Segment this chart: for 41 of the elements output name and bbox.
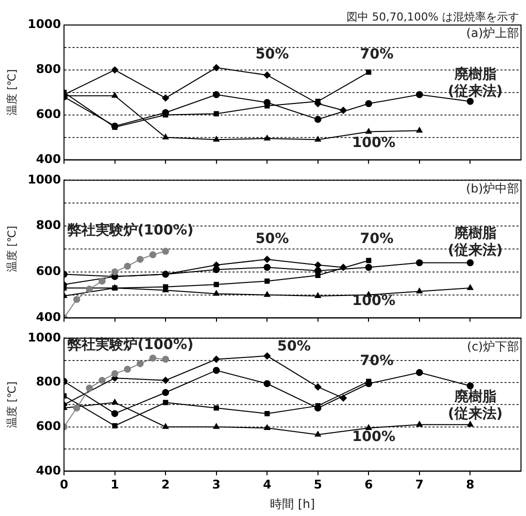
x-tick-label: 2 bbox=[161, 478, 170, 492]
annotation: 弊社実験炉(100%) bbox=[67, 336, 194, 353]
annotation: 廃樹脂 (従来法) bbox=[448, 388, 503, 422]
annotation: 70% bbox=[360, 46, 394, 62]
y-tick-label: 1000 bbox=[28, 172, 61, 186]
x-tick-label: 1 bbox=[110, 478, 119, 492]
x-tick-label: 8 bbox=[466, 478, 474, 492]
chart-title: (b)炉中部 bbox=[466, 181, 519, 196]
y-tick-label: 400 bbox=[36, 152, 61, 166]
y-axis-title: 温度 [℃] bbox=[5, 226, 18, 272]
chart-title: (a)炉上部 bbox=[466, 26, 519, 40]
annotation: 100% bbox=[352, 293, 396, 310]
chart-title: (c)炉下部 bbox=[467, 339, 519, 354]
y-tick-label: 800 bbox=[36, 218, 61, 232]
annotation: 100% bbox=[352, 428, 396, 445]
y-tick-label: 600 bbox=[36, 264, 61, 278]
x-tick-label: 3 bbox=[212, 478, 221, 492]
y-tick-label: 800 bbox=[36, 374, 61, 389]
annotation: 70% bbox=[360, 352, 394, 369]
y-axis-title: 温度 [℃] bbox=[5, 381, 18, 428]
y-tick-label: 800 bbox=[36, 62, 61, 76]
y-axis-title: 温度 [℃] bbox=[5, 69, 18, 116]
annotation: 50% bbox=[255, 230, 289, 247]
annotation: 50% bbox=[255, 46, 289, 62]
x-tick-label: 5 bbox=[314, 478, 322, 492]
x-axis-title: 時間 [h] bbox=[270, 496, 315, 511]
x-tick-label: 7 bbox=[415, 478, 424, 492]
y-tick-label: 1000 bbox=[28, 17, 61, 32]
x-tick-label: 6 bbox=[364, 478, 373, 492]
y-tick-label: 400 bbox=[36, 463, 61, 478]
x-tick-label: 0 bbox=[60, 478, 68, 492]
annotation: 弊社実験炉(100%) bbox=[67, 222, 194, 239]
y-tick-label: 400 bbox=[36, 310, 61, 324]
annotation: 50% bbox=[277, 338, 311, 355]
annotation: 70% bbox=[360, 230, 394, 247]
y-tick-label: 1000 bbox=[28, 330, 61, 344]
y-tick-label: 600 bbox=[36, 418, 61, 433]
annotation: 100% bbox=[352, 134, 396, 151]
y-tick-label: 600 bbox=[36, 106, 61, 121]
x-tick-label: 4 bbox=[262, 478, 272, 492]
text: 図中 50,70,100% は混焼率を示す bbox=[346, 10, 519, 24]
